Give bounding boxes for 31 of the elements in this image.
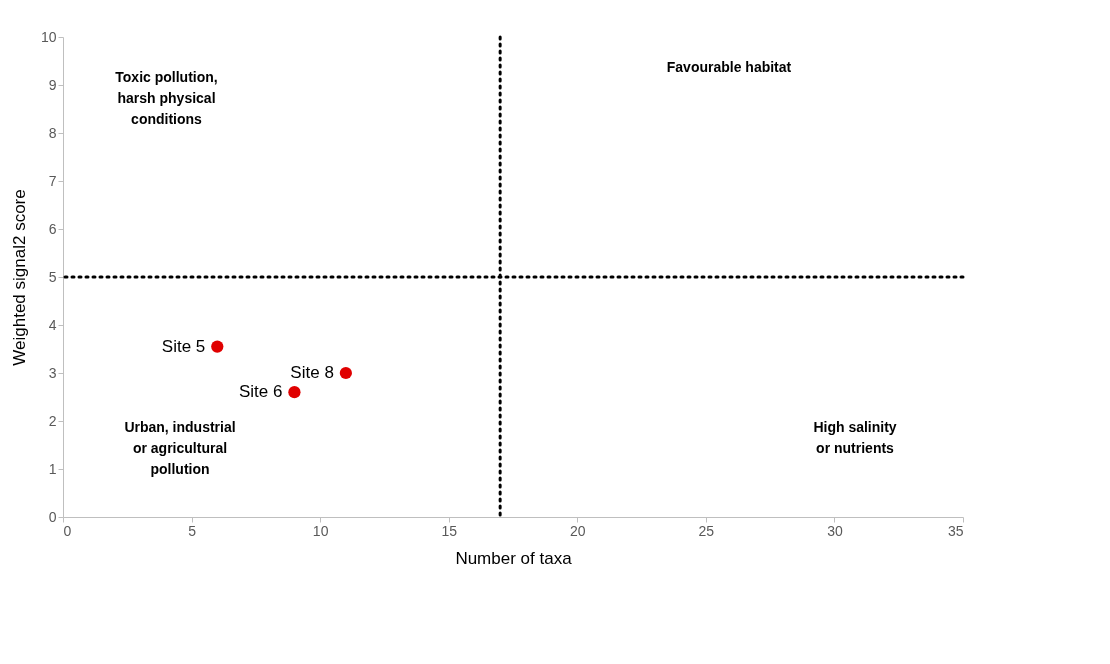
x-axis-title: Number of taxa [455, 548, 573, 568]
series-label: Site 6 [238, 382, 283, 402]
x-tick-label: 25 [698, 522, 715, 539]
x-tick-label: 0 [63, 522, 72, 539]
annotation: Toxic pollution, harsh physical conditions [115, 68, 218, 127]
y-tick-label: 1 [48, 460, 57, 477]
annotation: High salinity or nutrients [813, 419, 897, 456]
y-tick-label: 0 [48, 508, 57, 525]
x-tick-label: 30 [827, 522, 843, 539]
x-tick-label: 35 [947, 522, 964, 539]
y-tick-label: 10 [40, 28, 57, 45]
y-tick-label: 4 [48, 316, 57, 333]
y-axis-title: Weighted signal2 score [9, 189, 29, 366]
point [339, 366, 352, 380]
point [288, 386, 301, 399]
annotation: Urban, industrial or agricultural pollution [124, 419, 236, 477]
x-tick-label: 10 [312, 522, 329, 539]
y-tick-label: 2 [48, 412, 57, 429]
annotation: Favourable habitat [666, 59, 792, 75]
y-tick-label: 7 [48, 172, 57, 189]
y-tick-label: 8 [48, 124, 57, 141]
series-label: Site 5 [161, 336, 206, 356]
x-tick-label: 15 [441, 522, 458, 539]
y-tick-label: 3 [48, 364, 57, 381]
y-tick-label: 9 [48, 76, 57, 93]
y-tick-label: 5 [48, 268, 57, 285]
x-tick-label: 20 [570, 522, 586, 539]
series-label: Site 8 [290, 363, 334, 382]
y-tick-label: 6 [48, 220, 57, 237]
point [211, 340, 224, 353]
x-tick-label: 5 [188, 522, 197, 539]
